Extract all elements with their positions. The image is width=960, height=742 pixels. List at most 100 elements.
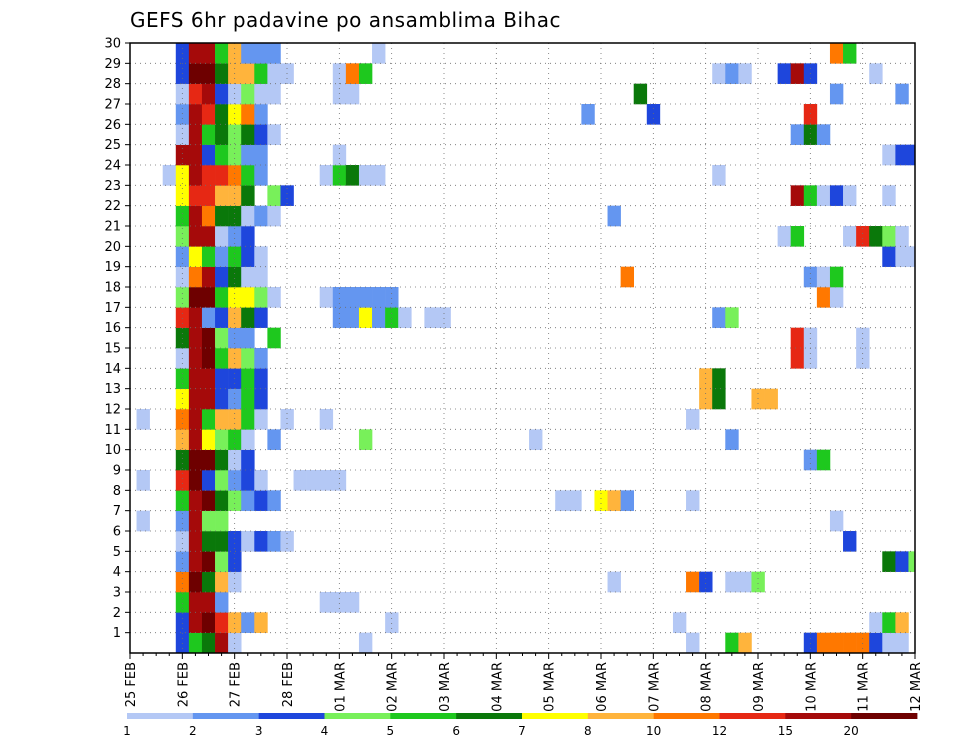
heatmap-cell <box>188 429 203 450</box>
colorbar-swatch <box>522 713 589 719</box>
y-tick-label: 29 <box>104 57 121 72</box>
heatmap-cell <box>228 571 242 593</box>
heatmap-cell <box>215 510 229 532</box>
heatmap-cell <box>241 185 255 206</box>
heatmap-cell <box>201 83 216 105</box>
y-tick-label: 9 <box>113 464 121 479</box>
x-tick-label: 09 MAR <box>752 662 767 712</box>
heatmap-cell <box>201 368 216 389</box>
heatmap-cell <box>254 388 268 410</box>
heatmap-cell <box>882 226 896 247</box>
y-tick-label: 8 <box>113 484 121 499</box>
heatmap-cell <box>803 266 818 288</box>
heatmap-cell <box>829 185 844 206</box>
heatmap-cell <box>175 124 190 145</box>
heatmap-cell <box>790 226 805 247</box>
heatmap-cell <box>228 287 242 308</box>
y-tick-label: 24 <box>104 159 121 174</box>
heatmap-cell <box>228 266 242 288</box>
heatmap-cells <box>136 43 916 654</box>
heatmap-cell <box>241 348 255 369</box>
heatmap-cell <box>725 63 739 84</box>
heatmap-cell <box>188 409 203 430</box>
heatmap-cell <box>175 104 190 125</box>
heatmap-cell <box>829 632 844 654</box>
heatmap-cell <box>345 592 360 613</box>
heatmap-cell <box>686 632 700 654</box>
heatmap-cell <box>215 571 229 593</box>
heatmap-cell <box>175 246 190 267</box>
heatmap-cell <box>254 470 268 491</box>
heatmap-cell <box>201 307 216 328</box>
heatmap-cell <box>175 632 190 654</box>
heatmap-cell <box>215 531 229 552</box>
heatmap-cell <box>188 368 203 389</box>
colorbar-swatch <box>192 713 260 719</box>
x-tick-label: 11 MAR <box>857 662 872 712</box>
heatmap-cell <box>228 124 242 145</box>
heatmap-cell <box>712 368 726 389</box>
heatmap-cell <box>175 510 190 532</box>
heatmap-cell <box>201 266 216 288</box>
colorbar-label: 1 <box>123 724 131 738</box>
heatmap-cell <box>241 287 255 308</box>
x-tick-label: 12 MAR <box>909 662 924 712</box>
heatmap-cell <box>241 205 255 227</box>
heatmap-cell <box>738 571 752 593</box>
x-tick-label: 08 MAR <box>700 662 715 712</box>
heatmap-cell <box>136 409 150 430</box>
heatmap-cell <box>201 185 216 206</box>
heatmap-cell <box>215 409 229 430</box>
heatmap-cell <box>201 246 216 267</box>
y-tick-label: 16 <box>104 321 121 336</box>
heatmap-cell <box>319 470 334 491</box>
heatmap-cell <box>633 83 648 105</box>
heatmap-cell <box>228 551 242 572</box>
heatmap-cell <box>241 612 255 633</box>
heatmap-cell <box>254 409 268 430</box>
heatmap-cell <box>790 63 805 84</box>
y-tick-label: 22 <box>104 199 121 214</box>
heatmap-cell <box>358 632 373 654</box>
heatmap-cell <box>345 83 360 105</box>
heatmap-cell <box>241 43 255 64</box>
heatmap-cell <box>201 449 216 471</box>
x-tick-label: 26 FEB <box>176 662 191 707</box>
heatmap-cell <box>215 165 229 186</box>
heatmap-cell <box>437 307 451 328</box>
colorbar-label: 10 <box>646 724 661 738</box>
heatmap-cell <box>201 226 216 247</box>
heatmap-cell <box>188 205 203 227</box>
heatmap-cell <box>201 592 216 613</box>
heatmap-cell <box>790 124 805 145</box>
heatmap-cell <box>856 632 870 654</box>
colorbar-label: 7 <box>518 724 526 738</box>
heatmap-cell <box>882 612 896 633</box>
heatmap-cell <box>254 307 268 328</box>
heatmap-cell <box>555 490 569 511</box>
heatmap-cell <box>175 287 190 308</box>
heatmap-cell <box>241 388 255 410</box>
heatmap-cell <box>358 165 373 186</box>
heatmap-cell <box>280 185 294 206</box>
heatmap-cell <box>188 226 203 247</box>
heatmap-cell <box>803 327 818 349</box>
heatmap-cell <box>241 63 255 84</box>
heatmap-cell <box>241 104 255 125</box>
heatmap-cell <box>188 63 203 84</box>
heatmap-cell <box>372 287 386 308</box>
heatmap-cell <box>201 470 216 491</box>
colorbar: 1 2 3 4 5 6 7 8 10 12 15 20 <box>123 713 918 738</box>
heatmap-cell <box>215 104 229 125</box>
heatmap-cell <box>228 632 242 654</box>
heatmap-cell <box>254 104 268 125</box>
heatmap-cell <box>188 43 203 64</box>
heatmap-cell <box>358 63 373 84</box>
heatmap-cell <box>201 571 216 593</box>
y-tick-label: 19 <box>104 260 121 275</box>
heatmap-cell <box>188 470 203 491</box>
heatmap-cell <box>188 632 203 654</box>
heatmap-cell <box>201 144 216 166</box>
x-tick-label: 01 MAR <box>333 662 348 712</box>
